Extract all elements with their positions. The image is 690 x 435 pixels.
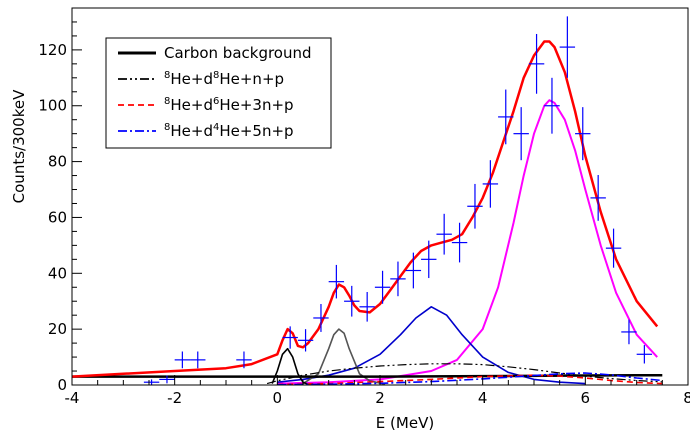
curve-black_peak — [271, 347, 309, 386]
data-point — [282, 326, 298, 349]
x-tick-label: 0 — [273, 389, 283, 407]
data-point — [528, 33, 545, 94]
legend-box — [105, 37, 332, 149]
data-point — [513, 107, 529, 161]
curve-he6 — [277, 374, 663, 386]
y-tick-label: 0 — [57, 376, 67, 394]
data-point — [359, 292, 375, 322]
data-point — [328, 264, 345, 299]
y-tick-label: 20 — [48, 320, 67, 338]
data-point — [374, 270, 391, 304]
y-tick-label: 100 — [38, 97, 67, 115]
x-tick-label: 6 — [581, 389, 591, 407]
x-tick-label: 4 — [478, 389, 488, 407]
data-point — [436, 213, 452, 255]
legend-label: 8He+d8He+n+p — [164, 70, 284, 88]
data-point — [575, 107, 591, 161]
legend-item-carbon: Carbon background — [118, 44, 312, 62]
data-point — [390, 261, 406, 297]
data-point — [344, 285, 360, 317]
x-tick-label: 2 — [375, 389, 385, 407]
data-point — [605, 228, 622, 268]
data-point — [467, 183, 483, 229]
curve-magenta_peak — [277, 99, 658, 385]
data-point — [621, 319, 637, 345]
data-points-layer — [143, 16, 653, 385]
legend: Carbon background 8He+d8He+n+p 8He+d6He+3n… — [105, 37, 332, 149]
data-point — [451, 222, 468, 263]
y-tick-label: 80 — [48, 153, 67, 171]
x-tick-label: 8 — [683, 389, 690, 407]
data-point — [590, 174, 606, 221]
data-point — [190, 351, 206, 369]
x-tick-label: -2 — [167, 389, 182, 407]
y-tick-label: 120 — [38, 41, 67, 59]
curve-he4 — [277, 372, 663, 386]
legend-item-he4: 8He+d4He+5n+p — [118, 122, 294, 140]
legend-label: Carbon background — [164, 44, 312, 62]
curve-total_fit — [71, 40, 659, 378]
data-point — [482, 160, 499, 208]
data-point — [297, 329, 314, 352]
data-point — [636, 345, 653, 364]
data-point — [405, 252, 422, 289]
data-point — [143, 379, 160, 385]
data-point — [421, 240, 437, 279]
legend-label: 8He+d4He+5n+p — [164, 122, 294, 140]
data-point — [544, 77, 560, 134]
data-point — [559, 16, 576, 78]
y-tick-label: 60 — [48, 208, 67, 226]
y-axis-title: Counts/300keV — [10, 89, 28, 203]
data-point — [498, 89, 514, 145]
legend-label: 8He+d6He+3n+p — [164, 96, 294, 114]
data-point — [313, 304, 329, 332]
data-point — [174, 351, 191, 369]
data-point — [159, 375, 175, 384]
curve-carbon — [72, 373, 663, 378]
x-tick-label: -4 — [65, 389, 80, 407]
legend-item-he8np: 8He+d8He+n+p — [118, 70, 284, 88]
y-tick-label: 40 — [48, 264, 67, 282]
legend-item-he6: 8He+d6He+3n+p — [118, 96, 294, 114]
data-point — [236, 351, 252, 369]
x-axis-title: E (MeV) — [376, 414, 434, 432]
